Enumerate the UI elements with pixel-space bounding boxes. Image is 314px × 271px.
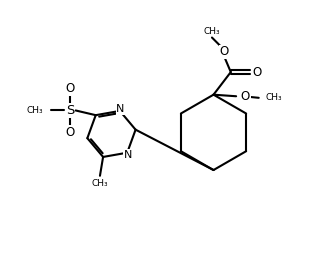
Text: O: O [241, 90, 250, 103]
Text: CH₃: CH₃ [266, 93, 282, 102]
Text: CH₃: CH₃ [27, 106, 44, 115]
Text: S: S [66, 104, 74, 117]
Text: O: O [65, 82, 75, 95]
Text: CH₃: CH₃ [204, 27, 220, 36]
Text: N: N [116, 104, 125, 114]
Text: N: N [124, 150, 132, 160]
Text: O: O [252, 66, 261, 79]
Text: CH₃: CH₃ [92, 179, 108, 188]
Text: O: O [65, 126, 75, 139]
Text: O: O [219, 46, 229, 59]
